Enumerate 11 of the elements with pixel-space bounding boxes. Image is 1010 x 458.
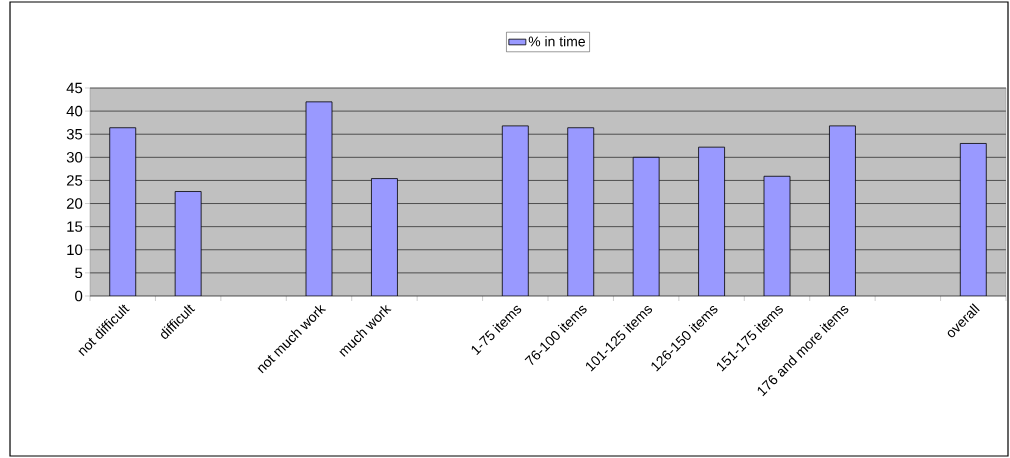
y-tick-label: 30 [66, 152, 83, 163]
y-tick-label: 25 [66, 175, 83, 186]
y-tick-label: 15 [67, 221, 83, 232]
y-tick-label: 20 [66, 198, 83, 209]
legend-label: % in time [528, 36, 585, 47]
y-tick-label: 10 [67, 244, 83, 256]
y-tick-label: 45 [66, 82, 83, 94]
y-tick-label: 35 [66, 128, 83, 140]
y-tick-label: 40 [66, 105, 83, 117]
y-tick-label: 0 [75, 290, 83, 302]
y-tick-label: 5 [75, 267, 83, 279]
